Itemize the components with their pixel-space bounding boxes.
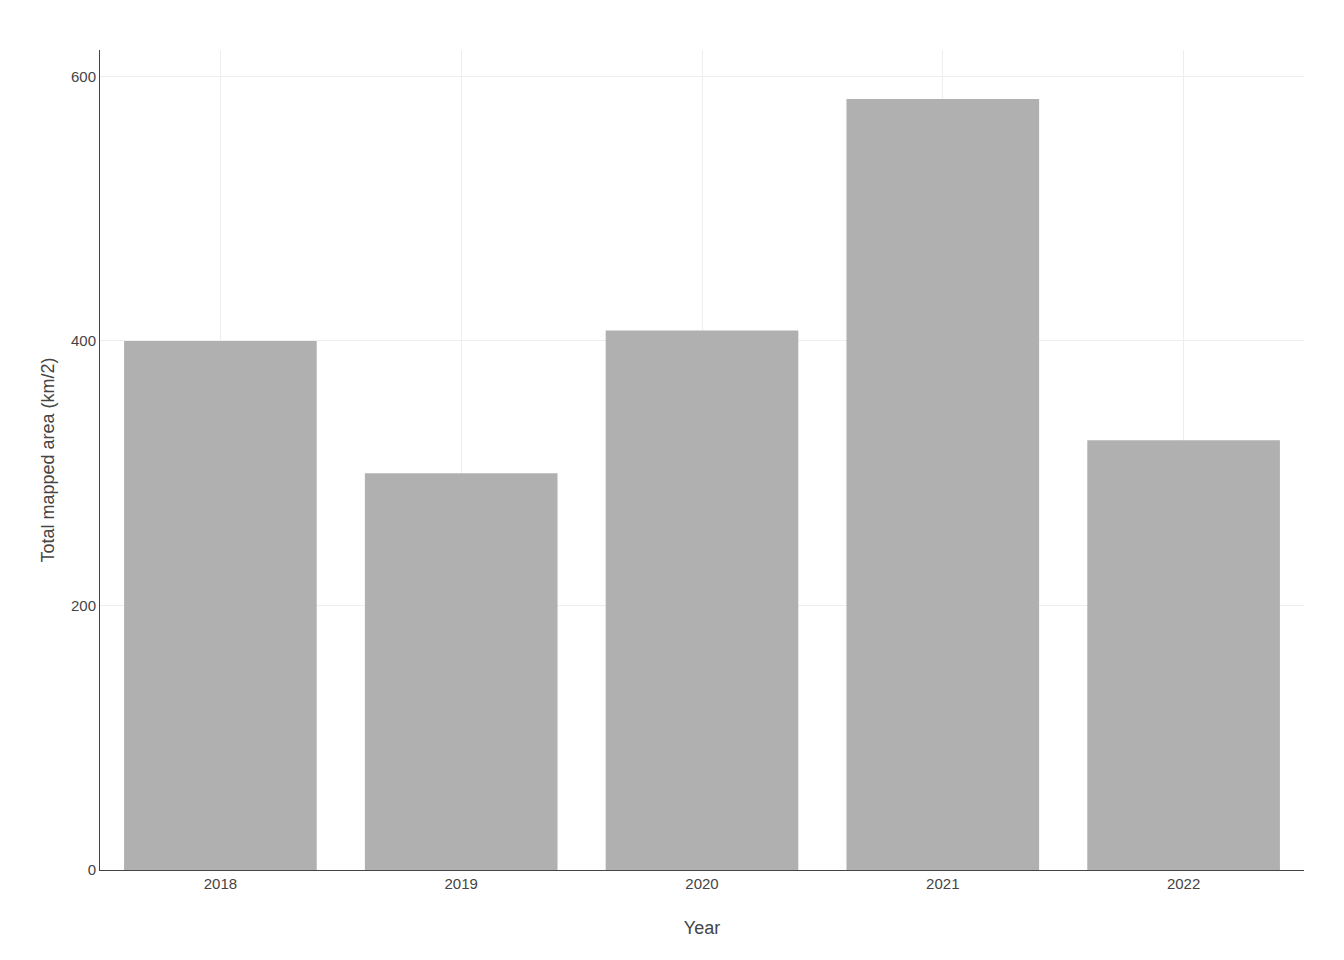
svg-text:200: 200: [71, 597, 96, 614]
svg-text:Year: Year: [684, 918, 720, 938]
svg-text:400: 400: [71, 332, 96, 349]
svg-text:600: 600: [71, 68, 96, 85]
svg-text:2020: 2020: [685, 875, 718, 892]
svg-text:2019: 2019: [445, 875, 478, 892]
svg-text:Total mapped area (km/2): Total mapped area (km/2): [38, 357, 58, 562]
svg-text:2021: 2021: [926, 875, 959, 892]
svg-text:0: 0: [88, 861, 96, 878]
svg-text:2022: 2022: [1167, 875, 1200, 892]
svg-text:2018: 2018: [204, 875, 237, 892]
